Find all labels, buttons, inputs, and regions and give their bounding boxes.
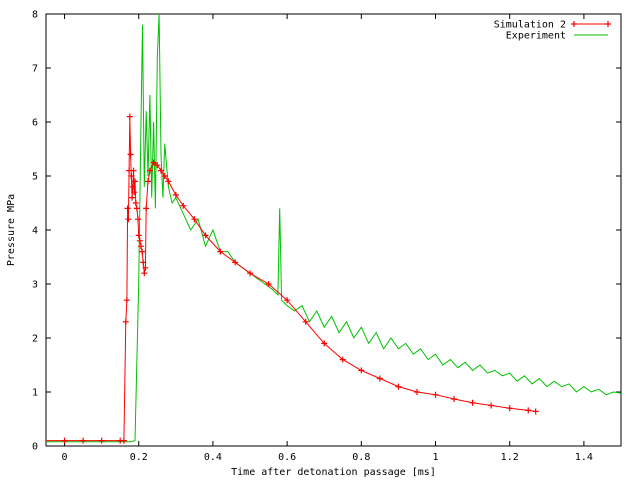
- data-point: [376, 375, 383, 382]
- data-point: [122, 318, 129, 325]
- data-point: [124, 205, 131, 212]
- x-tick-label: 0: [62, 452, 68, 463]
- data-point: [128, 173, 135, 179]
- data-point: [129, 194, 136, 201]
- y-tick-label: 7: [32, 64, 38, 75]
- data-point: [146, 167, 153, 174]
- data-point: [139, 248, 146, 255]
- data-point: [321, 340, 328, 347]
- x-tick-label: 0.6: [278, 452, 296, 463]
- data-point: [525, 407, 532, 414]
- data-point: [80, 437, 87, 444]
- data-point: [451, 396, 458, 403]
- data-point: [395, 383, 402, 390]
- y-tick-label: 6: [32, 118, 38, 129]
- data-point: [165, 178, 172, 185]
- data-point: [172, 191, 179, 198]
- data-point: [131, 189, 138, 196]
- data-point: [339, 356, 346, 363]
- data-point: [532, 408, 539, 415]
- y-tick-label: 2: [32, 334, 38, 345]
- series-experiment: [46, 14, 621, 443]
- data-point: [125, 216, 132, 223]
- legend-marker: [605, 21, 611, 27]
- y-tick-label: 0: [32, 442, 38, 453]
- y-tick-label: 1: [32, 388, 38, 399]
- data-point: [120, 437, 127, 444]
- y-tick-label: 5: [32, 172, 38, 183]
- legend-marker: [571, 21, 577, 27]
- data-point: [98, 437, 105, 444]
- series-simulation-2: [46, 113, 539, 444]
- data-point: [161, 173, 168, 179]
- data-point: [126, 113, 133, 120]
- data-point: [130, 167, 137, 174]
- data-point: [142, 264, 149, 271]
- data-point: [158, 167, 164, 174]
- data-point: [302, 318, 309, 325]
- data-point: [488, 402, 495, 409]
- data-point: [232, 259, 239, 266]
- data-point: [127, 151, 134, 158]
- x-tick-label: 1: [433, 452, 439, 463]
- data-point: [136, 237, 143, 244]
- data-point: [140, 259, 147, 266]
- series-line: [46, 116, 536, 442]
- x-tick-label: 0.8: [352, 452, 370, 463]
- x-tick-label: 1.2: [501, 452, 519, 463]
- legend-label: Simulation 2: [494, 20, 566, 31]
- x-tick-label: 0.2: [130, 452, 148, 463]
- x-tick-label: 0.4: [204, 452, 222, 463]
- x-axis-label: Time after detonation passage [ms]: [231, 467, 436, 478]
- y-tick-label: 8: [32, 10, 38, 21]
- y-tick-label: 4: [32, 226, 38, 237]
- data-point: [506, 405, 513, 412]
- data-point: [135, 216, 141, 223]
- data-point: [284, 297, 291, 304]
- y-axis-label: Pressure MPa: [6, 194, 17, 266]
- data-point: [61, 437, 68, 444]
- data-point: [133, 205, 140, 212]
- x-tick-label: 1.4: [575, 452, 593, 463]
- series-line: [46, 14, 621, 443]
- data-point: [129, 183, 136, 190]
- axes: 0 0.2 0.4 0.6 0.8 1 1.2 1.4 0 1 2 3 4 5 6 7 8: [32, 10, 622, 463]
- data-point: [358, 367, 365, 374]
- y-tick-label: 3: [32, 280, 38, 291]
- data-point: [137, 243, 144, 250]
- data-point: [132, 178, 139, 185]
- data-point: [217, 248, 224, 255]
- data-point: [123, 297, 130, 304]
- series-layer: [46, 14, 621, 444]
- data-point: [132, 200, 139, 206]
- data-point: [191, 216, 198, 223]
- data-point: [413, 389, 420, 395]
- data-point: [202, 232, 209, 239]
- data-point: [154, 162, 161, 169]
- data-point: [432, 391, 439, 398]
- data-point: [150, 159, 157, 166]
- data-point: [143, 205, 150, 212]
- data-point: [145, 178, 152, 185]
- data-point: [469, 399, 476, 406]
- data-point: [180, 202, 187, 209]
- data-point: [141, 270, 148, 277]
- data-point: [265, 281, 272, 287]
- data-point: [247, 270, 254, 277]
- legend-label: Experiment: [506, 31, 566, 42]
- data-point: [135, 232, 142, 239]
